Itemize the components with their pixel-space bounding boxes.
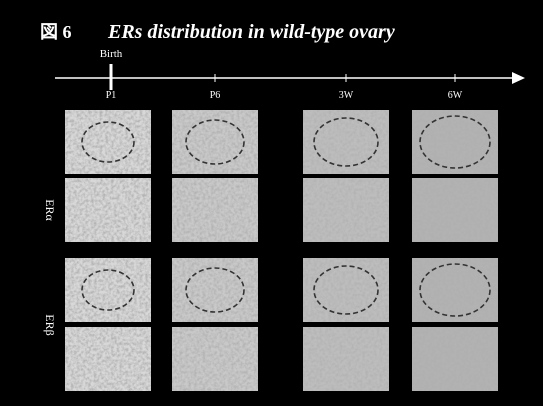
row-label: ERα bbox=[43, 199, 57, 221]
micrograph bbox=[65, 110, 151, 174]
micrograph bbox=[65, 327, 151, 391]
row-label: ERβ bbox=[43, 314, 57, 335]
micrograph bbox=[412, 258, 498, 322]
stage-label: P6 bbox=[210, 90, 221, 101]
micrograph bbox=[172, 327, 258, 391]
stage-label: 6W bbox=[448, 90, 463, 101]
micrograph bbox=[303, 327, 389, 391]
micrograph bbox=[303, 178, 389, 242]
micrograph bbox=[65, 258, 151, 322]
micrograph bbox=[303, 258, 389, 322]
stage-label: 3W bbox=[339, 90, 354, 101]
stage-label: P1 bbox=[106, 90, 117, 101]
micrograph bbox=[65, 178, 151, 242]
micrograph bbox=[412, 178, 498, 242]
micrograph bbox=[172, 178, 258, 242]
micrograph bbox=[412, 327, 498, 391]
birth-label: Birth bbox=[100, 48, 123, 60]
figure-title: ERs distribution in wild-type ovary bbox=[107, 21, 395, 43]
micrograph bbox=[412, 110, 498, 174]
figure: 図 6 ERs distribution in wild-type ovary … bbox=[0, 0, 543, 406]
figure-label: 図 6 bbox=[40, 22, 72, 42]
micrograph bbox=[303, 110, 389, 174]
